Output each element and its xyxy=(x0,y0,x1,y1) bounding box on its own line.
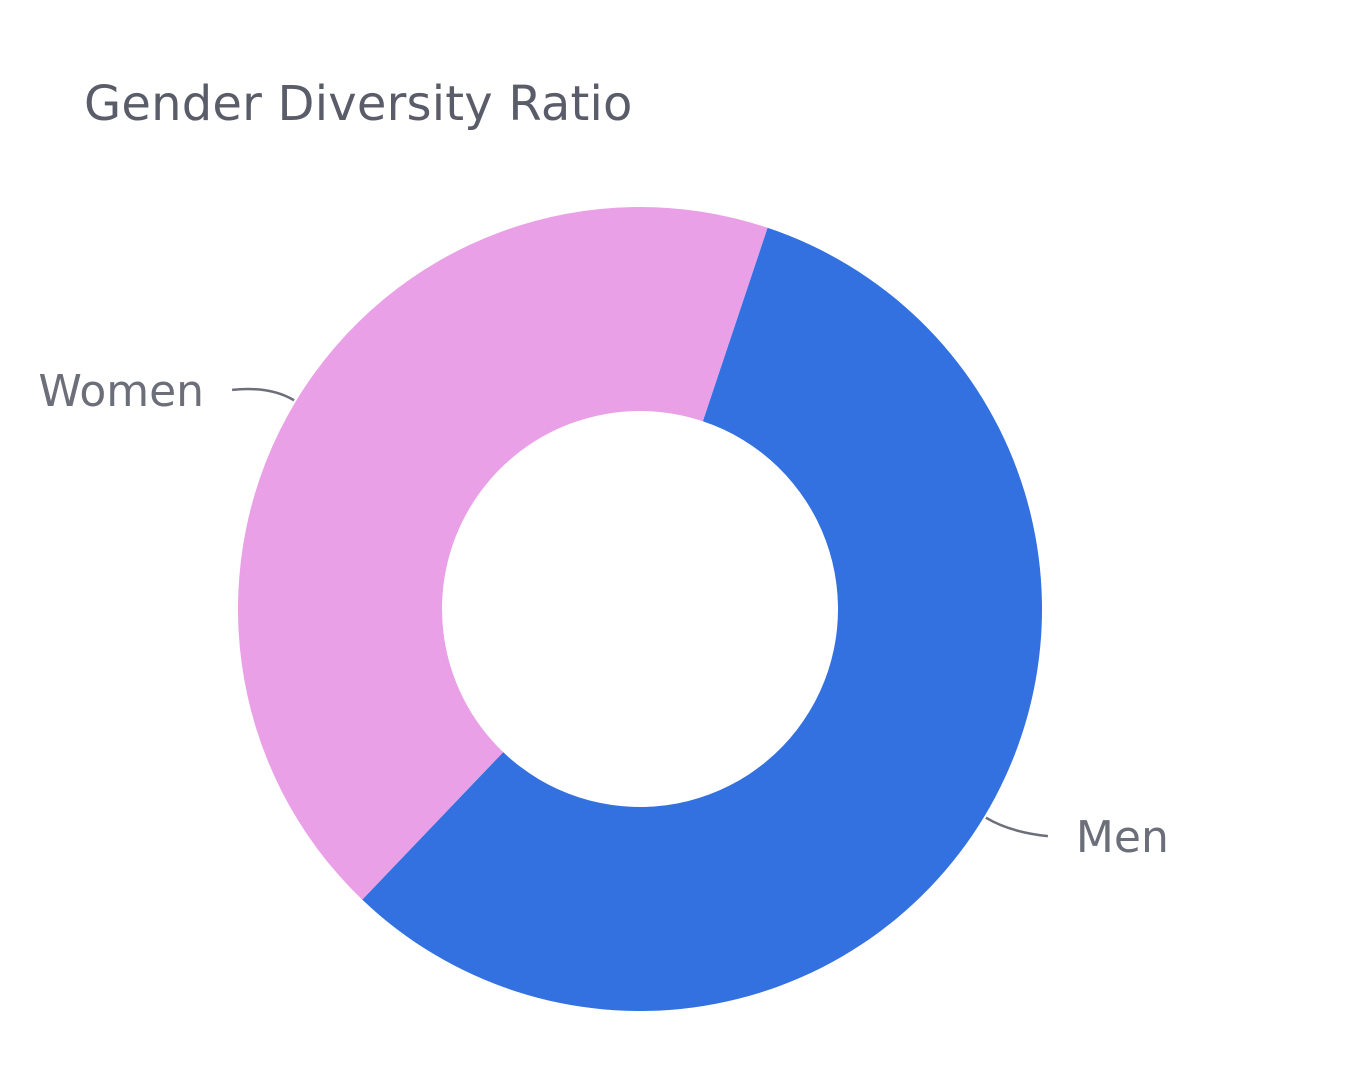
leader-line-men xyxy=(985,816,1049,838)
leader-line-women xyxy=(231,387,295,402)
slice-labels: Men Women xyxy=(38,366,1168,863)
donut-slices xyxy=(238,206,1043,1011)
slice-label-men: Men xyxy=(1076,812,1169,863)
slice-men[interactable] xyxy=(362,227,1043,1011)
slice-label-women: Women xyxy=(38,366,204,417)
chart-title: Gender Diversity Ratio xyxy=(84,76,633,132)
slice-women[interactable] xyxy=(238,206,768,900)
